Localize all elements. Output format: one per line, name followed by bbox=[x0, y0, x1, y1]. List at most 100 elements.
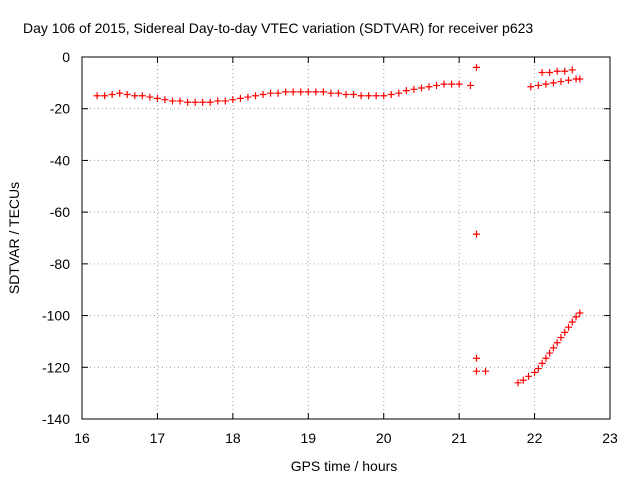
data-point bbox=[184, 98, 192, 106]
data-point bbox=[342, 90, 350, 98]
chart-title: Day 106 of 2015, Sidereal Day-to-day VTE… bbox=[23, 20, 533, 36]
data-point bbox=[304, 88, 312, 96]
data-point bbox=[236, 94, 244, 102]
data-point bbox=[546, 349, 554, 357]
series-descending-segment bbox=[514, 309, 584, 387]
plot-frame bbox=[81, 56, 611, 420]
data-point bbox=[557, 78, 565, 86]
data-point bbox=[176, 97, 184, 105]
data-point bbox=[214, 97, 222, 105]
data-point bbox=[244, 93, 252, 101]
series-segment-21-9-22-6 bbox=[527, 75, 584, 91]
x-tick-labels: 16 17 18 19 20 21 22 23 bbox=[74, 430, 618, 446]
data-point bbox=[282, 88, 290, 96]
data-point bbox=[108, 90, 116, 98]
data-point bbox=[387, 90, 395, 98]
data-point bbox=[542, 354, 550, 362]
data-point bbox=[123, 90, 131, 98]
data-point bbox=[553, 67, 561, 75]
data-point bbox=[267, 89, 275, 97]
x-tick-label: 22 bbox=[527, 430, 543, 446]
data-point bbox=[206, 98, 214, 106]
data-point bbox=[274, 89, 282, 97]
data-point bbox=[169, 97, 177, 105]
data-point bbox=[417, 84, 425, 92]
data-point bbox=[472, 230, 480, 238]
data-point bbox=[425, 83, 433, 91]
data-point bbox=[297, 88, 305, 96]
y-tick-label: -140 bbox=[42, 411, 70, 427]
x-axis-label: GPS time / hours bbox=[291, 458, 398, 474]
series-main-band bbox=[93, 80, 474, 106]
data-point bbox=[153, 94, 161, 102]
y-tick-label: -100 bbox=[42, 308, 70, 324]
data-point bbox=[482, 367, 490, 375]
data-point bbox=[372, 92, 380, 100]
data-point bbox=[531, 368, 539, 376]
data-point bbox=[161, 96, 169, 104]
y-tick-label: -20 bbox=[50, 101, 70, 117]
x-tick-label: 18 bbox=[225, 430, 241, 446]
data-point bbox=[334, 89, 342, 97]
series-isolated-points bbox=[472, 63, 490, 375]
y-tick-label: -80 bbox=[50, 256, 70, 272]
data-point bbox=[138, 92, 146, 100]
data-point bbox=[319, 88, 327, 96]
x-tick-label: 21 bbox=[451, 430, 467, 446]
data-point bbox=[549, 79, 557, 87]
data-points bbox=[93, 63, 584, 387]
data-point bbox=[433, 81, 441, 89]
x-tick-label: 23 bbox=[602, 430, 618, 446]
data-point bbox=[576, 309, 584, 317]
data-point bbox=[553, 339, 561, 347]
x-tick-label: 19 bbox=[300, 430, 316, 446]
data-point bbox=[561, 67, 569, 75]
y-tick-label: -60 bbox=[50, 204, 70, 220]
data-point bbox=[93, 92, 101, 100]
data-point bbox=[410, 85, 418, 93]
grid-lines bbox=[82, 57, 610, 419]
x-tick-label: 20 bbox=[376, 430, 392, 446]
y-tick-label: 0 bbox=[62, 49, 70, 65]
data-point bbox=[472, 367, 480, 375]
y-tick-labels: 0 -20 -40 -60 -80 -100 -120 -140 bbox=[42, 49, 70, 427]
x-tick-label: 17 bbox=[150, 430, 166, 446]
data-point bbox=[116, 89, 124, 97]
axis-ticks bbox=[81, 56, 611, 420]
data-point bbox=[395, 89, 403, 97]
data-point bbox=[350, 90, 358, 98]
data-point bbox=[538, 359, 546, 367]
data-point bbox=[191, 98, 199, 106]
data-point bbox=[251, 92, 259, 100]
data-point bbox=[101, 92, 109, 100]
data-point bbox=[534, 81, 542, 89]
data-point bbox=[448, 80, 456, 88]
data-point bbox=[472, 354, 480, 362]
data-point bbox=[525, 372, 533, 380]
data-point bbox=[365, 92, 373, 100]
data-point bbox=[538, 69, 546, 77]
data-point bbox=[572, 313, 580, 321]
data-point bbox=[534, 365, 542, 373]
data-point bbox=[146, 93, 154, 101]
data-point bbox=[546, 69, 554, 77]
data-point bbox=[568, 66, 576, 74]
data-point bbox=[380, 92, 388, 100]
data-point bbox=[576, 75, 584, 83]
data-point bbox=[289, 88, 297, 96]
y-tick-label: -40 bbox=[50, 152, 70, 168]
data-point bbox=[561, 328, 569, 336]
x-tick-label: 16 bbox=[74, 430, 90, 446]
data-point bbox=[549, 344, 557, 352]
data-point bbox=[229, 96, 237, 104]
data-point bbox=[327, 89, 335, 97]
data-point bbox=[466, 81, 474, 89]
data-point bbox=[568, 318, 576, 326]
data-point bbox=[472, 63, 480, 71]
data-point bbox=[440, 80, 448, 88]
data-point bbox=[565, 323, 573, 331]
y-tick-label: -120 bbox=[42, 359, 70, 375]
data-point bbox=[259, 90, 267, 98]
data-point bbox=[199, 98, 207, 106]
